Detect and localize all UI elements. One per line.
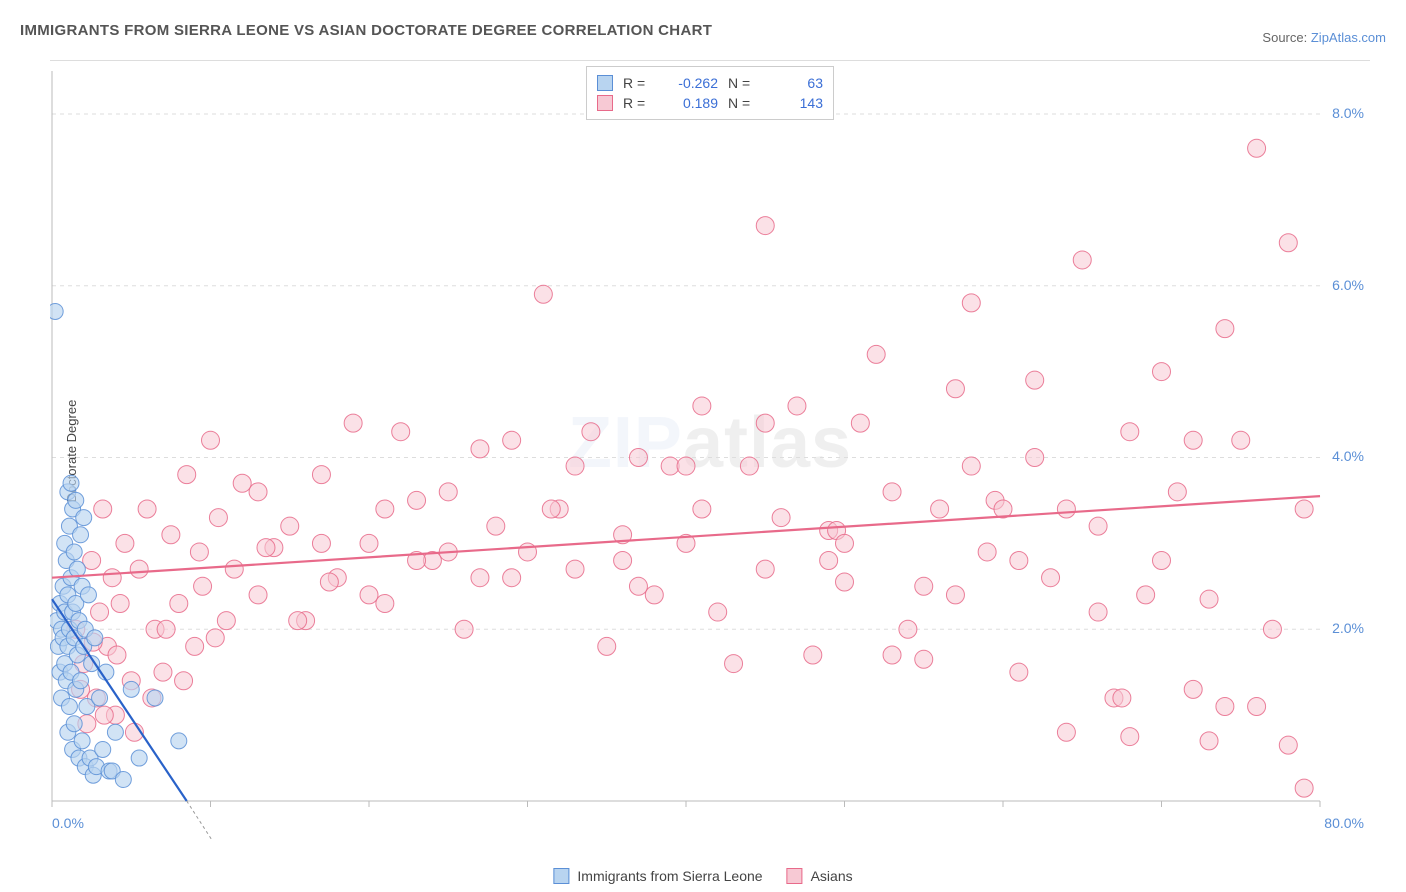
legend-item: Asians: [787, 868, 853, 884]
correlation-row: R = -0.262 N = 63: [597, 73, 823, 93]
swatch-icon: [597, 75, 613, 91]
source-attribution: Source: ZipAtlas.com: [1262, 30, 1386, 45]
source-link[interactable]: ZipAtlas.com: [1311, 30, 1386, 45]
y-tick-label: 6.0%: [1332, 277, 1364, 293]
x-tick-label: 0.0%: [52, 815, 84, 831]
chart-legend: Immigrants from Sierra Leone Asians: [553, 868, 852, 884]
source-label: Source:: [1262, 30, 1307, 45]
n-value: 143: [768, 95, 823, 111]
swatch-icon: [553, 868, 569, 884]
r-value: 0.189: [663, 95, 718, 111]
n-value: 63: [768, 75, 823, 91]
y-tick-label: 8.0%: [1332, 105, 1364, 121]
r-value: -0.262: [663, 75, 718, 91]
y-tick-label: 4.0%: [1332, 448, 1364, 464]
r-label: R =: [623, 75, 653, 91]
n-label: N =: [728, 75, 758, 91]
legend-label: Immigrants from Sierra Leone: [577, 868, 762, 884]
correlation-row: R = 0.189 N = 143: [597, 93, 823, 113]
swatch-icon: [787, 868, 803, 884]
n-label: N =: [728, 95, 758, 111]
r-label: R =: [623, 95, 653, 111]
x-tick-label: 80.0%: [1324, 815, 1364, 831]
chart-title: IMMIGRANTS FROM SIERRA LEONE VS ASIAN DO…: [20, 22, 712, 39]
chart-area: Doctorate Degree ZIPatlas R = -0.262 N =…: [50, 60, 1370, 840]
y-tick-label: 2.0%: [1332, 620, 1364, 636]
correlation-box: R = -0.262 N = 63 R = 0.189 N = 143: [586, 66, 834, 120]
swatch-icon: [597, 95, 613, 111]
scatter-plot: [50, 61, 1370, 841]
legend-item: Immigrants from Sierra Leone: [553, 868, 762, 884]
legend-label: Asians: [811, 868, 853, 884]
